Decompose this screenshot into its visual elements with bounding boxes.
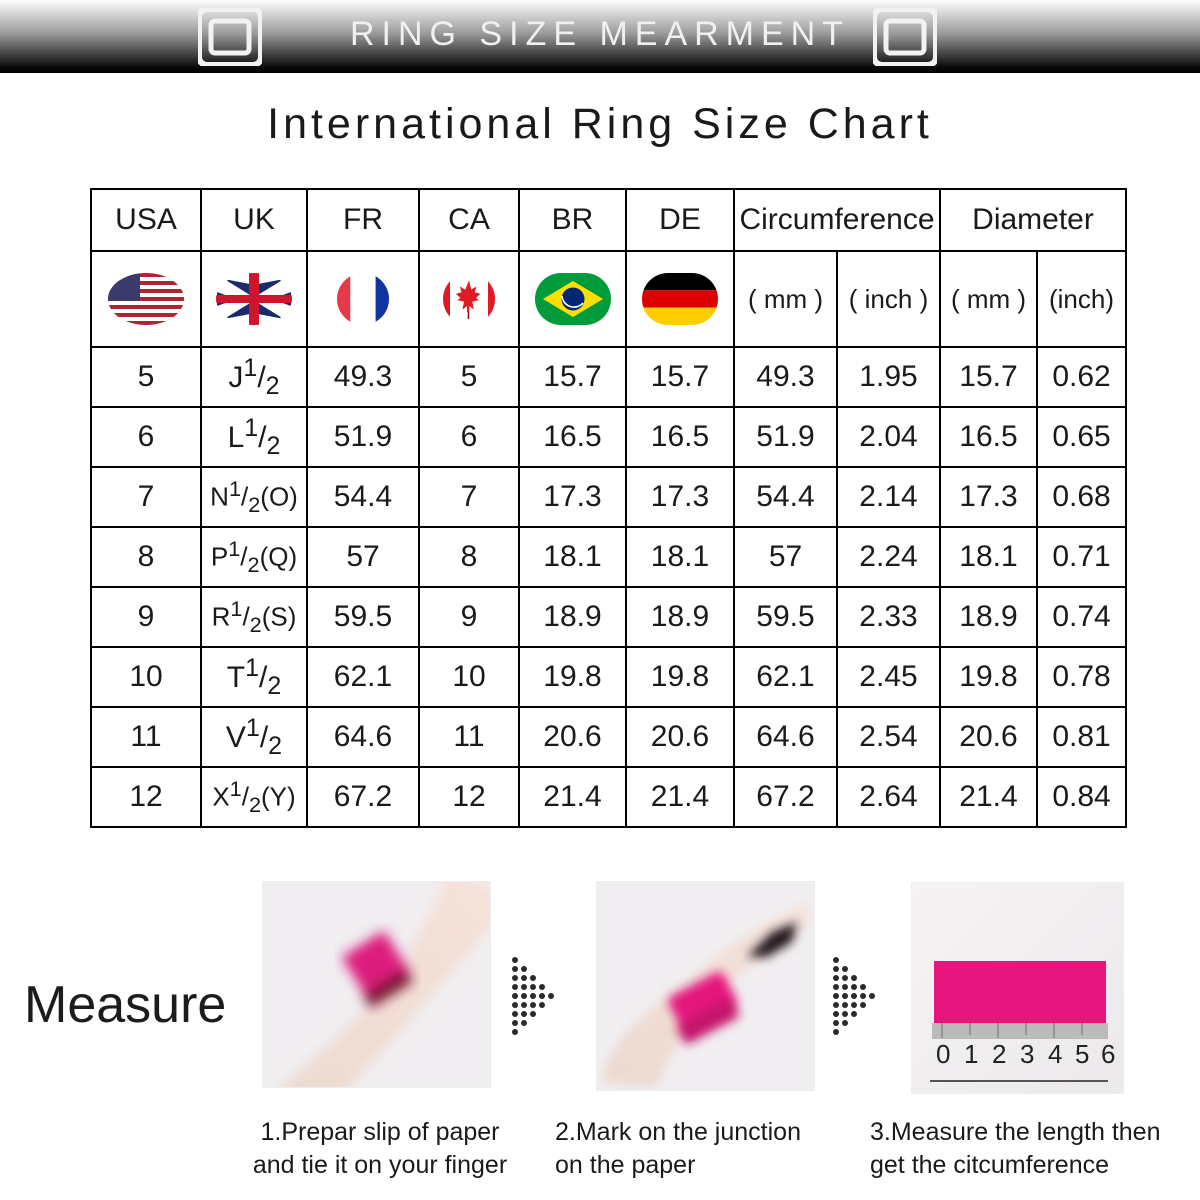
svg-text:5: 5 [1075, 1039, 1089, 1069]
svg-text:4: 4 [1048, 1039, 1062, 1069]
svg-text:0: 0 [936, 1039, 950, 1069]
svg-text:2: 2 [992, 1039, 1006, 1069]
svg-text:3: 3 [1020, 1039, 1034, 1069]
svg-text:6: 6 [1101, 1039, 1115, 1069]
svg-text:1: 1 [964, 1039, 978, 1069]
